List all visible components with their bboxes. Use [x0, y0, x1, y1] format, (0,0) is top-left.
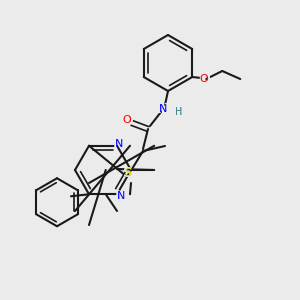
Text: O: O [198, 72, 210, 86]
Text: S: S [124, 168, 132, 178]
Text: H: H [174, 106, 184, 118]
Text: S: S [124, 168, 132, 178]
Text: H: H [175, 107, 183, 117]
Text: O: O [121, 113, 133, 127]
Text: N: N [115, 189, 127, 203]
Text: O: O [200, 74, 208, 84]
Text: N: N [115, 139, 123, 149]
Text: N: N [157, 102, 169, 116]
Text: N: N [115, 139, 123, 149]
Text: O: O [123, 115, 131, 125]
Text: O: O [200, 74, 208, 84]
Text: N: N [113, 137, 125, 151]
Text: O: O [123, 115, 131, 125]
Text: S: S [123, 166, 133, 180]
Text: N: N [117, 191, 125, 201]
Text: N: N [159, 104, 167, 114]
Text: N: N [159, 104, 167, 114]
Text: H: H [175, 107, 183, 117]
Text: N: N [117, 191, 125, 201]
